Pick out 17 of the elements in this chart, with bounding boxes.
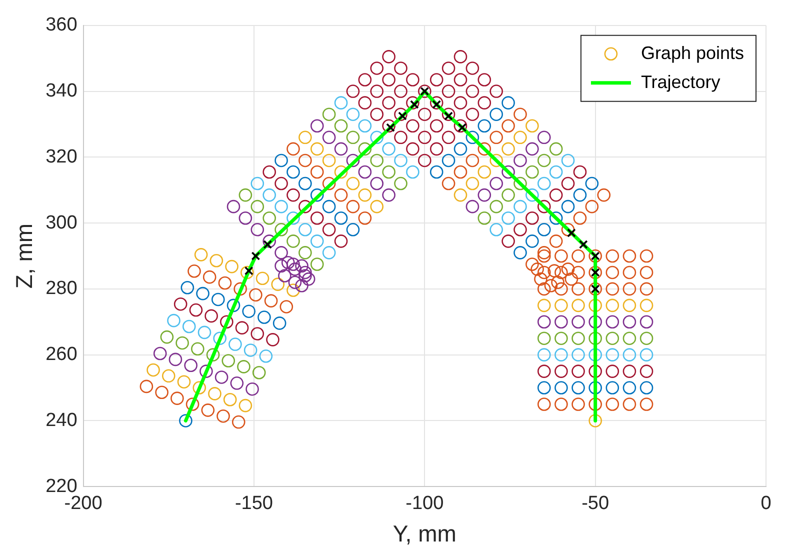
y-tick-label: 360 — [46, 14, 78, 36]
y-tick-label: 320 — [46, 146, 78, 168]
y-tick-label: 340 — [46, 80, 78, 102]
legend-label: Graph points — [640, 42, 744, 63]
x-tick-label: 0 — [760, 493, 772, 514]
point — [578, 240, 588, 249]
y-axis-title: Z, mm — [11, 223, 38, 289]
y-tick-label: 300 — [46, 212, 78, 234]
y-tick-label: 280 — [46, 278, 78, 300]
y-tick-label: 240 — [46, 410, 78, 431]
x-tick-label: -50 — [582, 493, 610, 514]
point — [251, 252, 260, 260]
x-axis-title: Y, mm — [392, 520, 456, 547]
x-tick-label: -150 — [234, 493, 273, 514]
x-tick-label: -100 — [406, 493, 444, 514]
y-tick-label: 260 — [46, 344, 78, 366]
legend-label: Trajectory — [640, 72, 720, 92]
